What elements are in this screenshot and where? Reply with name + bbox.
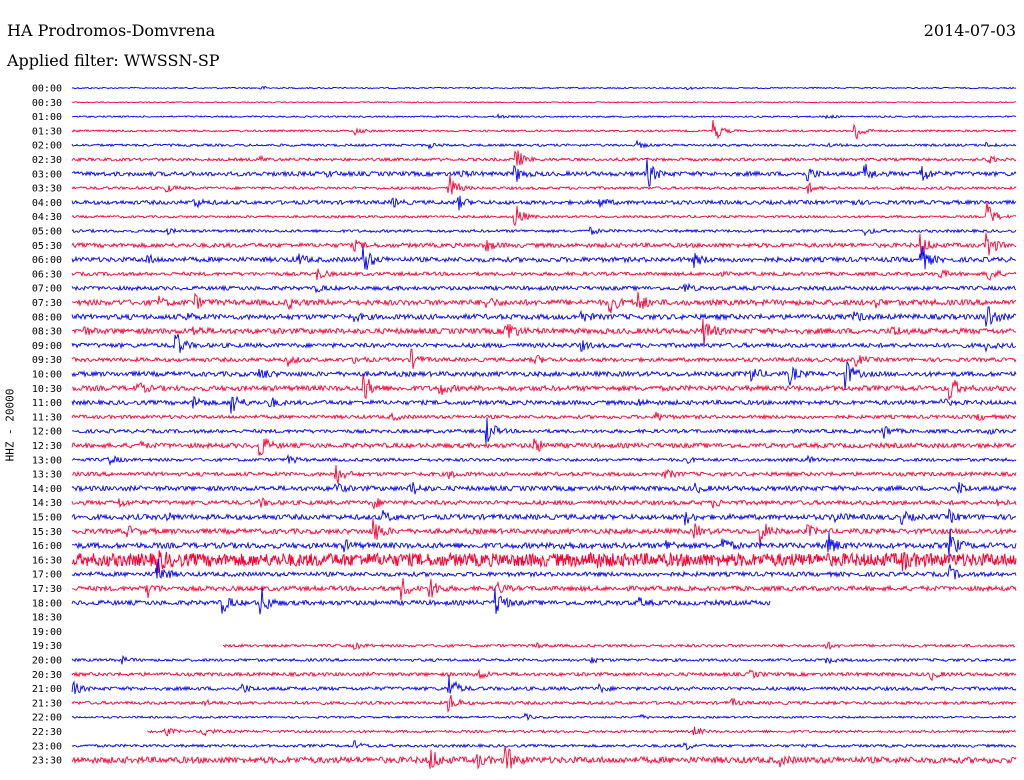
time-tick-label: 02:00 xyxy=(32,141,62,152)
trace-line xyxy=(71,268,1017,281)
time-tick-label: 19:30 xyxy=(32,641,62,652)
trace-line xyxy=(71,740,1017,751)
time-tick-label: 17:00 xyxy=(32,570,62,581)
time-tick-label: 15:00 xyxy=(32,513,62,524)
time-tick-label: 08:30 xyxy=(32,327,62,338)
trace-line xyxy=(71,482,1017,495)
time-tick-label: 01:30 xyxy=(32,126,62,137)
time-tick-label: 06:00 xyxy=(32,255,62,266)
time-tick-label: 16:30 xyxy=(32,555,62,566)
time-tick-label: 00:30 xyxy=(32,98,62,109)
trace-line xyxy=(71,746,1017,770)
time-tick-label: 14:00 xyxy=(32,484,62,495)
trace-line xyxy=(223,641,1016,651)
trace-line xyxy=(71,518,1017,546)
time-tick-label: 23:00 xyxy=(32,741,62,752)
trace-line xyxy=(71,333,1017,353)
trace-line xyxy=(71,119,1017,140)
time-tick-label: 18:30 xyxy=(32,613,62,624)
time-tick-label: 11:30 xyxy=(32,412,62,423)
trace-line xyxy=(71,712,1017,722)
time-tick-label: 07:00 xyxy=(32,284,62,295)
time-tick-label: 10:00 xyxy=(32,370,62,381)
time-tick-label: 05:00 xyxy=(32,227,62,238)
trace-line xyxy=(71,318,1017,348)
trace-line xyxy=(71,550,1017,574)
trace-line xyxy=(147,726,1016,737)
time-tick-label: 12:00 xyxy=(32,427,62,438)
time-tick-label: 21:00 xyxy=(32,684,62,695)
time-tick-label: 15:30 xyxy=(32,527,62,538)
trace-line xyxy=(71,654,1017,665)
trace-line xyxy=(71,201,1017,227)
time-tick-label: 01:00 xyxy=(32,112,62,123)
time-tick-label: 22:00 xyxy=(32,713,62,724)
trace-line xyxy=(71,438,1017,456)
time-tick-label: 06:30 xyxy=(32,269,62,280)
trace-line xyxy=(71,175,1017,195)
filter-label: Applied filter: WWSSN-SP xyxy=(7,51,220,70)
time-tick-label: 09:30 xyxy=(32,355,62,366)
time-tick-label: 08:00 xyxy=(32,312,62,323)
time-tick-label: 18:00 xyxy=(32,598,62,609)
time-tick-label: 20:30 xyxy=(32,670,62,681)
trace-line xyxy=(71,675,1017,695)
trace-line xyxy=(71,101,1016,104)
trace-line xyxy=(71,668,1017,682)
trace-line xyxy=(71,291,1017,314)
trace-line xyxy=(71,694,1017,713)
time-tick-label: 13:30 xyxy=(32,470,62,481)
trace-line xyxy=(71,360,1017,390)
trace-line xyxy=(71,348,1017,369)
date-label: 2014-07-03 xyxy=(923,21,1016,40)
trace-line xyxy=(71,245,1017,270)
trace-line xyxy=(71,113,1017,120)
time-tick-label: 11:00 xyxy=(32,398,62,409)
time-tick-label: 14:30 xyxy=(32,498,62,509)
time-tick-label: 04:30 xyxy=(32,212,62,223)
trace-line xyxy=(71,464,1017,484)
time-tick-label: 23:30 xyxy=(32,756,62,767)
time-tick-label: 03:30 xyxy=(32,184,62,195)
trace-line xyxy=(71,375,1017,400)
trace-line xyxy=(72,417,1017,445)
trace-line xyxy=(71,578,1017,601)
time-tick-label: 05:30 xyxy=(32,241,62,252)
time-tick-label: 13:00 xyxy=(32,455,62,466)
trace-line xyxy=(71,85,1017,91)
trace-line xyxy=(71,508,1017,526)
trace-line xyxy=(72,529,1017,557)
trace-line xyxy=(71,306,1017,327)
trace-line xyxy=(71,226,1017,237)
trace-line xyxy=(71,558,1017,580)
trace-line xyxy=(71,150,1017,166)
trace-line xyxy=(71,139,1017,151)
time-tick-label: 09:00 xyxy=(32,341,62,352)
time-tick-label: 04:00 xyxy=(32,198,62,209)
time-tick-label: 17:30 xyxy=(32,584,62,595)
trace-line xyxy=(71,587,771,615)
time-tick-label: 20:00 xyxy=(32,656,62,667)
trace-line xyxy=(71,497,1017,510)
trace-line xyxy=(71,395,1017,414)
time-tick-label: 12:30 xyxy=(32,441,62,452)
time-tick-label: 16:00 xyxy=(32,541,62,552)
time-tick-label: 03:00 xyxy=(32,169,62,180)
trace-line xyxy=(71,158,1017,188)
trace-line xyxy=(71,282,1017,293)
time-tick-label: 10:30 xyxy=(32,384,62,395)
station-title: HA Prodromos-Domvrena xyxy=(7,21,216,40)
time-tick-label: 19:00 xyxy=(32,627,62,638)
time-tick-label: 21:30 xyxy=(32,698,62,709)
trace-line xyxy=(71,195,1017,211)
trace-line xyxy=(71,232,1017,256)
trace-line xyxy=(71,453,1017,467)
time-tick-label: 22:30 xyxy=(32,727,62,738)
time-tick-label: 02:30 xyxy=(32,155,62,166)
time-tick-label: 00:00 xyxy=(32,84,62,95)
time-tick-label: 07:30 xyxy=(32,298,62,309)
trace-line xyxy=(71,411,1017,422)
